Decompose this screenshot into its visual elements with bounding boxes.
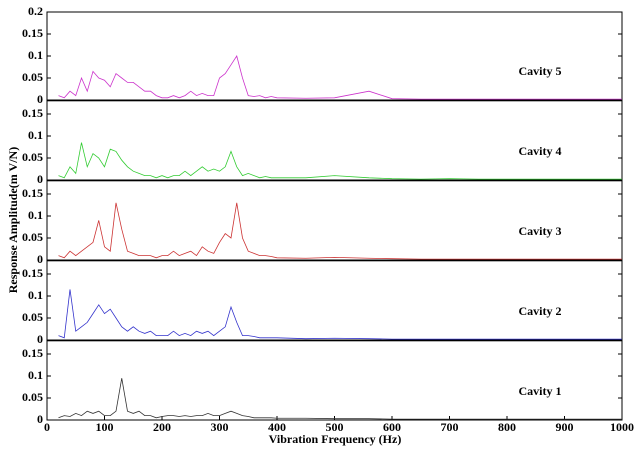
y-tick-label: 0 bbox=[37, 92, 43, 106]
y-tick-label: 0 bbox=[37, 332, 43, 346]
panel-frame bbox=[46, 260, 623, 341]
data-line bbox=[58, 378, 622, 420]
x-tick-label: 900 bbox=[556, 420, 574, 434]
y-tick-label: 0.15 bbox=[22, 346, 43, 360]
y-tick-label: 0.15 bbox=[22, 106, 43, 120]
y-tick-label: 0.15 bbox=[22, 186, 43, 200]
panel-frame bbox=[46, 11, 623, 101]
x-tick-label: 400 bbox=[268, 420, 286, 434]
y-tick-label: 0.05 bbox=[22, 390, 43, 404]
y-tick-label: 0.1 bbox=[28, 368, 43, 382]
panel-frame bbox=[46, 180, 623, 261]
panel-title: Cavity 5 bbox=[519, 64, 562, 78]
y-tick-label: 0.05 bbox=[22, 230, 43, 244]
y-tick-label: 0.1 bbox=[28, 128, 43, 142]
y-tick-label: 0.2 bbox=[28, 4, 43, 18]
x-tick-label: 200 bbox=[153, 420, 171, 434]
panel-title: Cavity 2 bbox=[519, 304, 562, 318]
data-line bbox=[58, 142, 622, 180]
x-tick-label: 300 bbox=[211, 420, 229, 434]
data-line bbox=[58, 55, 622, 100]
y-tick-label: 0.1 bbox=[28, 288, 43, 302]
x-tick-label: 700 bbox=[441, 420, 459, 434]
y-axis-label: Response Amplitude(m V/N) bbox=[6, 147, 20, 293]
x-tick-label: 500 bbox=[326, 420, 344, 434]
x-tick-label: 1000 bbox=[610, 420, 634, 434]
x-tick-label: 0 bbox=[44, 420, 50, 434]
x-axis-label: Vibration Frequency (Hz) bbox=[269, 432, 402, 446]
y-tick-label: 0.1 bbox=[28, 208, 43, 222]
y-tick-label: 0.15 bbox=[22, 26, 43, 40]
panel-title: Cavity 1 bbox=[519, 384, 562, 398]
panel-title: Cavity 3 bbox=[519, 224, 562, 238]
y-tick-label: 0 bbox=[37, 252, 43, 266]
data-line bbox=[58, 289, 622, 340]
y-tick-label: 0.05 bbox=[22, 150, 43, 164]
y-tick-label: 0.15 bbox=[22, 266, 43, 280]
panel-title: Cavity 4 bbox=[519, 144, 562, 158]
x-tick-label: 100 bbox=[96, 420, 114, 434]
x-tick-label: 800 bbox=[498, 420, 516, 434]
data-line bbox=[58, 202, 622, 260]
panel-frame bbox=[46, 100, 623, 181]
y-tick-label: 0 bbox=[37, 412, 43, 426]
panel-frame bbox=[46, 340, 623, 421]
x-tick-label: 600 bbox=[383, 420, 401, 434]
y-tick-label: 0.05 bbox=[22, 310, 43, 324]
y-tick-label: 0.1 bbox=[28, 48, 43, 62]
y-tick-label: 0 bbox=[37, 172, 43, 186]
y-tick-label: 0.05 bbox=[22, 70, 43, 84]
